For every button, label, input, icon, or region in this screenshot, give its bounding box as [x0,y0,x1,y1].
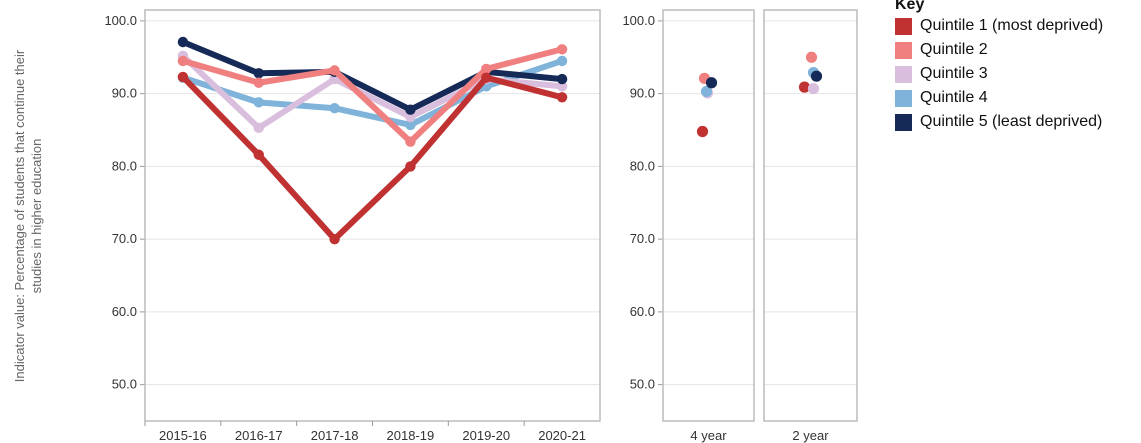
legend-item-quintile-5: Quintile 5 (least deprived) [895,110,1103,134]
legend-swatch [895,17,912,35]
x-tick-label: 4 year [690,428,727,443]
data-point [177,36,189,48]
data-point [810,70,823,82]
legend-item-quintile-1: Quintile 1 (most deprived) [895,14,1103,38]
data-point [805,51,818,63]
series-line [179,39,566,113]
legend-swatch [895,113,912,131]
y-axis-label-line: studies in higher education [29,139,44,294]
legend-item-quintile-4: Quintile 4 [895,86,1103,110]
legend-label: Quintile 5 (least deprived) [920,113,1103,130]
panel-frame [763,9,858,422]
y-tick-label: 100.0 [622,13,655,28]
data-point [329,65,340,76]
series-line [179,46,566,145]
x-tick-label: 2018-19 [387,428,435,443]
data-point [556,92,568,103]
legend-label: Quintile 3 [920,65,988,82]
dot-panel-4-year: 50.0 60.0 70.0 80.0 90.0 100.0 4 year [622,9,755,443]
data-point [481,63,492,75]
x-tick-label: 2015-16 [159,428,207,443]
data-point [696,125,709,138]
data-point [481,72,492,83]
data-point [556,44,568,55]
legend-title: Key [895,0,925,13]
legend-label: Quintile 1 (most deprived) [920,17,1104,34]
data-point [405,119,416,131]
y-tick-label: 70.0 [630,231,655,246]
legend-label: Quintile 4 [920,89,988,106]
data-point [405,104,416,115]
y-tick-label: 100.0 [104,13,137,28]
data-point [177,71,189,83]
x-tick-label: 2020-21 [538,428,586,443]
data-point [253,149,264,160]
panel-frame [662,9,755,422]
data-point [329,103,340,114]
data-point [798,81,811,93]
x-tick-label: 2016-17 [235,428,283,443]
y-tick-label: 90.0 [112,86,137,101]
y-tick-label: 50.0 [630,377,655,392]
data-point [177,55,189,67]
legend: Key Quintile 1 (most deprived) Quintile … [895,0,1103,134]
data-point [405,111,416,123]
y-tick-label: 60.0 [630,304,655,319]
data-point [556,73,568,85]
y-tick-label: 80.0 [112,158,137,173]
series-line [179,73,566,243]
legend-swatch [895,89,912,107]
y-tick-label: 60.0 [112,304,137,319]
x-tick-label: 2017-18 [311,428,359,443]
y-tick-label: 70.0 [112,231,137,246]
y-tick-label: 90.0 [630,86,655,101]
legend-swatch [895,41,912,59]
legend-item-quintile-2: Quintile 2 [895,38,1103,62]
dot-panel-2-year: 2 year [763,9,858,443]
data-point [405,161,416,172]
legend-item-quintile-3: Quintile 3 [895,62,1103,86]
data-point [705,77,718,89]
data-point [253,68,264,79]
x-tick-label: 2019-20 [462,428,510,443]
legend-swatch [895,65,912,83]
y-tick-label: 50.0 [112,377,137,392]
legend-label: Quintile 2 [920,41,988,58]
data-point [253,122,264,134]
data-point [700,85,713,98]
data-point [253,97,264,108]
data-point [807,82,820,95]
y-axis-label-line: Indicator value: Percentage of students … [12,49,27,382]
x-tick-label: 2 year [792,428,829,443]
data-point [329,233,340,245]
y-axis-label: Indicator value: Percentage of students … [12,49,44,382]
data-point [556,55,568,67]
data-point [253,77,264,88]
y-tick-label: 80.0 [630,158,655,173]
data-point [405,136,416,147]
data-point [556,81,568,92]
line-panel: 50.0 60.0 70.0 80.0 90.0 100.0 2015-16 2016-17 2… [104,9,601,443]
